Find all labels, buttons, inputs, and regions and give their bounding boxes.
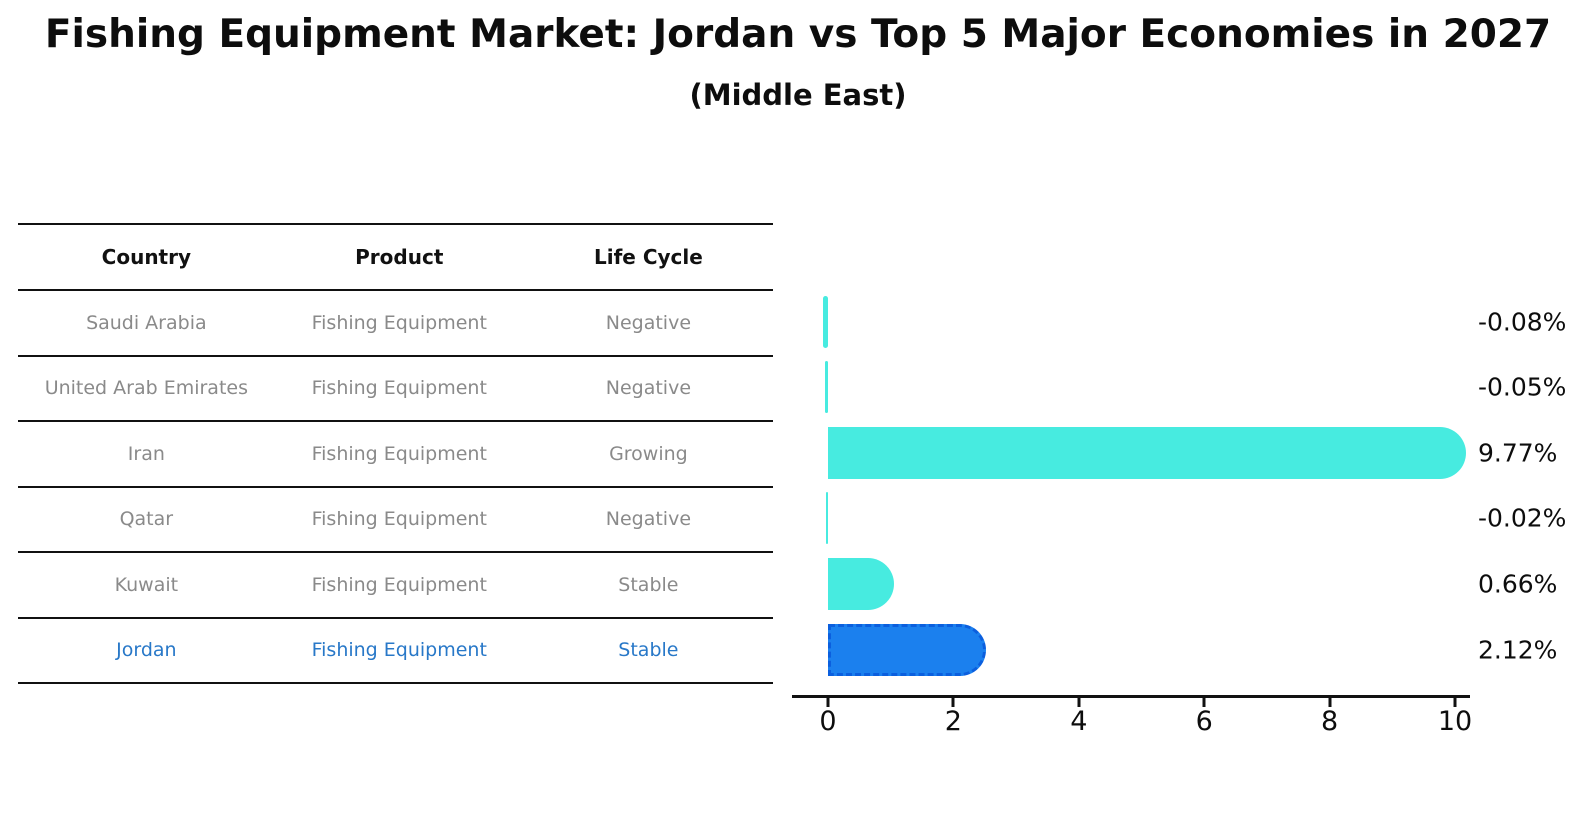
value-label-iran: 9.77% [1478, 438, 1558, 468]
value-label-kuwait: 0.66% [1478, 569, 1558, 599]
table-cell-country: Saudi Arabia [86, 311, 207, 334]
x-tick-label: 2 [944, 706, 962, 737]
column-header-life-cycle: Life Cycle [593, 245, 703, 269]
x-tick-label: 4 [1070, 706, 1088, 737]
x-axis-tick [826, 698, 830, 707]
bar-iran [828, 427, 1466, 479]
x-tick-label: 6 [1195, 706, 1213, 737]
page-title: Fishing Equipment Market: Jordan vs Top … [44, 12, 1552, 57]
table-row: Kuwait Fishing Equipment Stable [18, 551, 773, 617]
table-cell-country: United Arab Emirates [44, 377, 248, 400]
bar-kuwait [828, 558, 895, 610]
table-row: Jordan Fishing Equipment Stable [18, 616, 773, 683]
page-subtitle: (Middle East) [689, 78, 907, 112]
table-cell-life-cycle: Negative [605, 377, 692, 400]
table-cell-product: Fishing Equipment [311, 442, 487, 465]
table-row: Qatar Fishing Equipment Negative [18, 485, 773, 552]
table-row: Iran Fishing Equipment Growing [18, 420, 773, 486]
table-cell-country: Iran [127, 442, 165, 465]
table-row: Saudi Arabia Fishing Equipment Negative [18, 289, 773, 355]
x-axis-line [792, 695, 1470, 698]
table-row: United Arab Emirates Fishing Equipment N… [18, 354, 773, 421]
table-cell-life-cycle: Stable [618, 573, 679, 596]
table-cell-country: Kuwait [114, 573, 179, 596]
x-axis-tick [1328, 698, 1332, 707]
table-cell-life-cycle: Negative [605, 508, 692, 531]
table-cell-country: Jordan [116, 639, 177, 662]
table-cell-product: Fishing Equipment [311, 311, 487, 334]
x-axis-tick [1453, 698, 1457, 707]
table-cell-country: Qatar [119, 508, 174, 531]
value-label-saudi-arabia: -0.08% [1478, 307, 1567, 337]
x-axis-tick [1077, 698, 1081, 707]
x-axis-tick [1202, 698, 1206, 707]
x-tick-label: 8 [1321, 706, 1339, 737]
country-table: Country Product Life Cycle Saudi Arabia … [18, 223, 773, 684]
value-label-qatar: -0.02% [1478, 503, 1567, 533]
x-axis-tick [951, 698, 955, 707]
bar-qatar [826, 492, 828, 544]
table-cell-product: Fishing Equipment [311, 377, 487, 400]
table-cell-product: Fishing Equipment [311, 508, 487, 531]
bar-united-arab-emirates [824, 361, 828, 413]
table-body: Saudi Arabia Fishing Equipment Negative … [18, 289, 773, 682]
table-cell-life-cycle: Negative [605, 311, 692, 334]
table-cell-product: Fishing Equipment [311, 639, 487, 662]
table-cell-life-cycle: Stable [618, 639, 679, 662]
value-label-united-arab-emirates: -0.05% [1478, 372, 1567, 402]
column-header-product: Product [355, 245, 444, 269]
x-tick-label: 10 [1437, 706, 1473, 737]
table-header-row: Country Product Life Cycle [18, 223, 773, 289]
bar-jordan [828, 624, 986, 676]
x-tick-label: 0 [819, 706, 837, 737]
value-label-jordan: 2.12% [1478, 635, 1558, 665]
bar-saudi-arabia [822, 296, 828, 348]
table-cell-product: Fishing Equipment [311, 573, 487, 596]
column-header-country: Country [101, 245, 192, 269]
table-cell-life-cycle: Growing [609, 442, 688, 465]
